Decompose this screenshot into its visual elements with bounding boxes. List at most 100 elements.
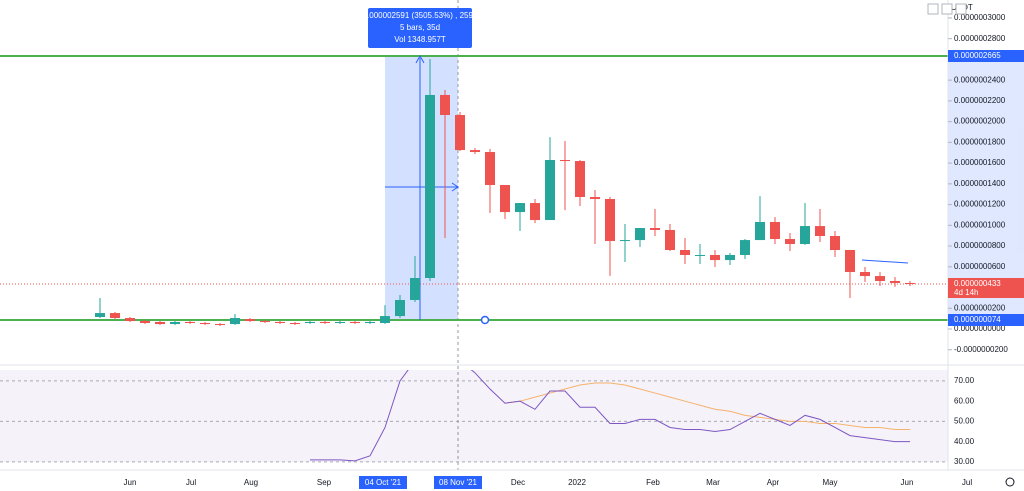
candle-body [875,276,885,282]
x-tick-label: 08 Nov '21 [439,478,478,487]
x-tick-label: 04 Oct '21 [365,478,402,487]
candle-body [605,198,615,241]
candle-body [575,161,585,198]
candle-body [215,324,225,326]
settings-button[interactable] [955,3,967,15]
y-tick-label: 0.0000000800 [954,241,1006,250]
candle-body [800,226,810,244]
candle-body [530,203,540,221]
candle-body [590,197,600,199]
trend-line [861,259,909,264]
arrow-head [415,54,425,64]
price-marker: 0.000000074 [954,315,1001,324]
candle-body [845,250,855,272]
arrow-head [451,182,459,192]
candle-body [545,159,555,221]
settings-icon[interactable] [1005,477,1015,487]
price-marker: 0.000002665 [954,51,1001,60]
candle-body [380,316,390,324]
x-tick-label: Jun [124,478,137,487]
tooltip-line: 0.000002591 (3505.53%) , 2591 [363,11,478,20]
candle-body [395,299,405,317]
x-tick-label: Aug [244,478,258,487]
candle-body [230,318,240,325]
candle-body [200,323,210,325]
candle-body [290,323,300,325]
candle-body [425,94,435,279]
price-marker-box [948,314,1024,326]
candle-body [740,240,750,255]
candle-body [365,321,375,324]
candle-body [320,321,330,324]
candle-body [905,282,915,285]
candle-body [410,278,420,300]
y-tick-label: -0.0000000200 [954,345,1008,354]
candle-body [170,321,180,325]
candle-body [95,313,105,317]
price-marker: 4d 14h [954,288,978,297]
candle-body [635,228,645,241]
candle-body [650,228,660,230]
rsi-tick-label: 40.00 [954,437,975,446]
candle-body [305,321,315,324]
candle-body [890,281,900,283]
candle-body [560,159,570,162]
candle-body [470,150,480,153]
rsi-line [310,370,910,462]
y-tick-label: 0.0000001000 [954,220,1006,229]
y-tick-label: 0.0000003000 [954,13,1006,22]
y-tick-label: 0.0000002000 [954,117,1006,126]
y-tick-label: 0.0000001200 [954,200,1006,209]
candle-body [620,240,630,242]
rsi-tick-label: 60.00 [954,396,975,405]
y-tick-label: 0.0000000600 [954,262,1006,271]
candle-body [245,319,255,322]
anchor-handle[interactable] [480,315,490,325]
x-tick-label: Jul [186,478,196,487]
tooltip-line: Vol 1348.957T [394,35,446,44]
y-tick-label: 0.0000001400 [954,179,1006,188]
candle-body [785,239,795,244]
y-tick-label: 0.0000001600 [954,158,1006,167]
candle-body [185,321,195,324]
y-tick-label: 0.0000000200 [954,303,1006,312]
measure-axis-band [948,56,1024,320]
y-tick-label: 0.0000002200 [954,96,1006,105]
x-tick-label: Feb [646,478,660,487]
candle-body [815,226,825,237]
rsi-tick-label: 50.00 [954,417,975,426]
x-tick-label: Sep [317,478,332,487]
y-tick-label: 0.0000001800 [954,137,1006,146]
scroll-button[interactable] [941,3,953,15]
x-tick-label: Mar [706,478,720,487]
candle-body [725,254,735,261]
candle-body [500,184,510,213]
x-tick-label: Dec [511,478,525,487]
tooltip-box [368,8,472,48]
y-tick-label: 0.0000002800 [954,34,1006,43]
candle-body [140,321,150,324]
candle-body [350,321,360,324]
rsi-tick-label: 70.00 [954,376,975,385]
rsi-ma-line [504,382,910,431]
time-marker-box [434,476,482,489]
candle-body [125,318,135,322]
candle-body [275,321,285,324]
x-tick-label: Apr [767,478,780,487]
candle-body [830,236,840,251]
scroll-button[interactable] [927,3,939,15]
y-tick-label: 0.0000002400 [954,75,1006,84]
candle-body [260,321,270,323]
candle-body [155,321,165,325]
x-tick-label: 2022 [568,478,586,487]
candle-body [110,313,120,319]
x-tick-label: Jun [901,478,914,487]
candle-body [440,94,450,115]
candle-body [710,254,720,261]
x-tick-label: May [822,478,837,487]
time-marker-box [359,476,407,489]
candle-body [665,229,675,251]
candle-body [695,254,705,256]
